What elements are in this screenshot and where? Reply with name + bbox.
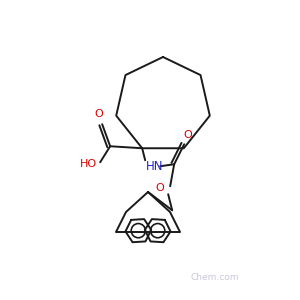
Text: O: O (156, 183, 164, 193)
Text: HO: HO (80, 159, 97, 169)
Text: O: O (184, 130, 193, 140)
Text: Chem.com: Chem.com (191, 274, 239, 283)
Text: HN: HN (146, 160, 164, 173)
Text: O: O (95, 109, 103, 119)
